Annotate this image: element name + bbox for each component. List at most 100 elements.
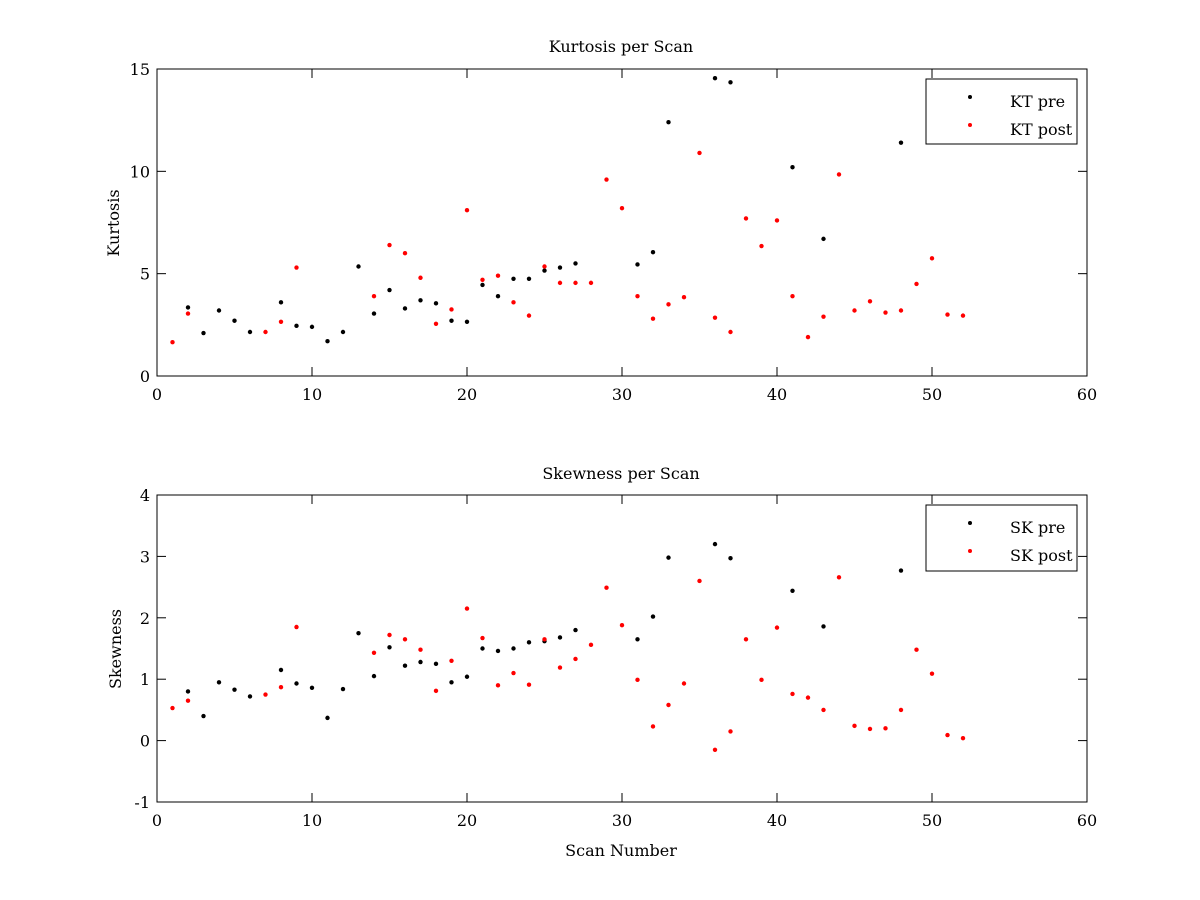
skewness-pre-point [216, 680, 222, 685]
kurtosis-post-point [433, 321, 439, 327]
kurtosis-y-axis-label: Kurtosis [104, 189, 123, 256]
kurtosis-pre-point [790, 165, 795, 170]
kurtosis-pre-point [278, 300, 284, 305]
skewness-y-tick-label: 3 [140, 547, 150, 566]
skewness-post-point [635, 677, 640, 683]
kurtosis-post-point [464, 208, 470, 213]
kurtosis-post-point [170, 340, 175, 345]
kurtosis-post-point [263, 329, 268, 335]
skewness-pre-point [340, 686, 346, 692]
kurtosis-pre-point [201, 330, 206, 336]
kurtosis-pre-point [232, 318, 237, 323]
kurtosis-legend-marker-pre [968, 95, 972, 99]
kurtosis-pre-point [464, 319, 470, 324]
skewness-post-point [743, 637, 749, 642]
kurtosis-pre-point [495, 293, 501, 299]
skewness-pre-point [712, 541, 718, 547]
kurtosis-pre-point [402, 306, 408, 311]
skewness-post-point [278, 684, 284, 690]
skewness-post-point [898, 707, 904, 713]
kurtosis-pre-point [650, 249, 656, 255]
skewness-post-point [712, 747, 718, 753]
skewness-pre-point [573, 627, 578, 633]
kurtosis-post-point [418, 275, 423, 280]
kurtosis-pre-point [371, 311, 377, 316]
skewness-x-tick-label: 60 [1077, 811, 1097, 830]
skewness-post-point [185, 698, 191, 703]
kurtosis-post-point [790, 293, 795, 299]
kurtosis-post-point [883, 310, 888, 315]
kurtosis-pre-point [387, 287, 392, 293]
skewness-pre-point [511, 646, 516, 651]
skewness-x-tick-label: 30 [612, 811, 632, 830]
skewness-post-point [774, 625, 780, 630]
skewness-post-point [495, 683, 501, 688]
kurtosis-post-point [805, 334, 811, 340]
skewness-post-point [263, 692, 268, 697]
skewness-legend-label-pre: SK pre [1010, 518, 1065, 537]
skewness-x-tick-label: 0 [152, 811, 162, 830]
skewness-legend: SK pre SK post [925, 504, 1078, 572]
kurtosis-chart-title: Kurtosis per Scan [549, 37, 693, 56]
kurtosis-post-point [371, 293, 377, 299]
kurtosis-post-point [836, 172, 842, 177]
skewness-post-point [619, 622, 625, 628]
kurtosis-axis-ticks: 0 10 20 30 40 50 60 0 5 10 15 [130, 60, 1098, 404]
kurtosis-post-point [898, 308, 904, 313]
skewness-pre-point [309, 685, 315, 690]
kurtosis-post-point [650, 316, 656, 321]
skewness-post-point [526, 682, 532, 687]
skewness-legend-box [925, 504, 1078, 572]
skewness-post-point [681, 681, 687, 686]
skewness-post-point [805, 695, 811, 700]
kurtosis-post-point [821, 314, 826, 319]
skewness-chart-title: Skewness per Scan [542, 464, 699, 483]
kurtosis-post-point [480, 277, 485, 283]
kurtosis-pre-point [821, 236, 826, 242]
skewness-y-tick-label: 0 [140, 732, 150, 751]
skewness-y-tick-label: 4 [140, 486, 150, 505]
skewness-pre-point [371, 673, 377, 679]
skewness-pre-point [464, 674, 470, 679]
kurtosis-post-point [697, 150, 702, 156]
skewness-post-point [480, 635, 485, 641]
kurtosis-legend-box [925, 78, 1078, 145]
kurtosis-pre-point [542, 268, 547, 273]
kurtosis-post-point [774, 218, 780, 223]
kurtosis-post-point [542, 264, 547, 269]
skewness-y-tick-label: 1 [140, 670, 150, 689]
kurtosis-pre-point [573, 261, 578, 266]
skewness-x-tick-label: 40 [767, 811, 787, 830]
skewness-pre-point [402, 663, 408, 668]
skewness-post-point [790, 691, 795, 697]
skewness-post-point [433, 688, 439, 694]
kurtosis-legend-label-post: KT post [1010, 120, 1073, 139]
kurtosis-post-point [914, 281, 919, 287]
skewness-pre-point [898, 568, 904, 573]
skewness-post-point [883, 726, 888, 731]
kurtosis-pre-point [309, 324, 315, 330]
skewness-post-point [666, 702, 671, 708]
skewness-post-point [418, 647, 423, 652]
skewness-post-point [945, 732, 950, 738]
kurtosis-legend-marker-post [968, 123, 972, 127]
skewness-pre-point [185, 689, 191, 694]
skewness-post-point [557, 665, 563, 670]
kurtosis-post-point [852, 308, 857, 313]
kurtosis-post-point [511, 300, 516, 305]
kurtosis-pre-point [325, 339, 330, 344]
kurtosis-post-point [666, 302, 671, 307]
kurtosis-post-point [526, 313, 532, 318]
kurtosis-post-point [387, 242, 392, 248]
skewness-x-tick-label: 20 [457, 811, 477, 830]
kurtosis-post-point [867, 299, 873, 304]
skewness-pre-point [356, 630, 361, 636]
skewness-post-point [371, 650, 377, 655]
kurtosis-pre-point [418, 298, 423, 303]
skewness-pre-point [650, 614, 656, 619]
skewness-legend-label-post: SK post [1010, 546, 1073, 565]
kurtosis-x-tick-label: 50 [922, 385, 942, 404]
